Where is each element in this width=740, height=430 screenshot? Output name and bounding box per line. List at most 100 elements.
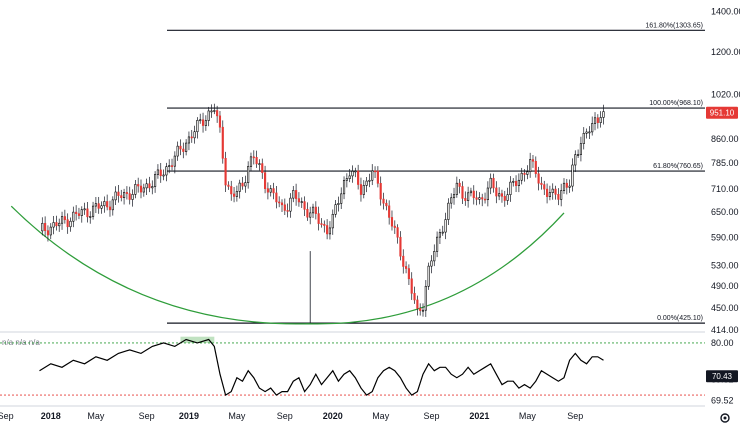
candle-body (371, 170, 374, 181)
candle-body (509, 181, 512, 195)
candle-body (123, 192, 126, 198)
price-axis-tick: 860.00 (711, 134, 739, 144)
candle-body (574, 154, 577, 166)
price-axis-tick: 450.00 (711, 303, 739, 313)
candle-body (170, 165, 174, 167)
price-axis-tick: 1200.00 (711, 47, 740, 57)
candle-body (207, 110, 210, 121)
candle-body (142, 187, 145, 193)
settings-gear-icon[interactable] (720, 413, 730, 423)
candle-body (565, 182, 568, 188)
candle-body (560, 190, 563, 200)
candle-body (402, 255, 405, 267)
candle-body (577, 154, 580, 156)
candle-body (534, 160, 537, 175)
current-price-badge (706, 106, 738, 119)
candle-body (216, 110, 219, 117)
candle-body (179, 145, 182, 150)
candle-body (309, 212, 312, 218)
candle-body (351, 171, 354, 177)
candle-body (306, 208, 309, 218)
candle-body (230, 186, 233, 195)
time-axis-month-label: May (519, 411, 537, 421)
candle-body (176, 145, 179, 157)
candle-body (168, 165, 171, 167)
candle-body (413, 293, 416, 301)
candle-body (529, 159, 532, 173)
time-axis-month-label: Sep (423, 411, 439, 421)
candle-body (266, 188, 269, 193)
candle-body (232, 193, 236, 197)
candle-body (554, 188, 557, 195)
candle-body (407, 268, 410, 280)
candle-body (340, 193, 343, 204)
time-axis-year-label: 2020 (323, 411, 343, 421)
candle-body (596, 117, 599, 123)
candle-body (108, 206, 112, 211)
candle-body (213, 110, 216, 112)
candle-body (210, 110, 213, 113)
candle-body (571, 164, 574, 187)
candle-body (405, 266, 408, 269)
candle-body (557, 194, 560, 200)
candle-body (218, 115, 222, 128)
candle-body (199, 119, 202, 122)
candle-body (275, 192, 278, 203)
candle-body (582, 133, 585, 144)
candle-body (483, 198, 487, 201)
price-axis-tick: 414.00 (711, 325, 739, 335)
candle-body (498, 193, 501, 197)
candle-body (357, 170, 360, 185)
candle-body (562, 182, 566, 191)
fib-level-label: 161.80%(1303.65) (645, 22, 703, 29)
candle-body (523, 172, 526, 175)
candle-body (131, 194, 134, 200)
candle-body (588, 131, 591, 134)
price-axis-tick: 1400.00 (711, 7, 740, 17)
candle-body (320, 223, 323, 225)
oscillator-line (39, 338, 604, 397)
candle-body (52, 222, 55, 228)
candle-body (317, 213, 320, 224)
candle-body (599, 117, 602, 123)
candle-body (86, 208, 89, 218)
candle-body (264, 172, 267, 189)
candle-body (568, 185, 571, 188)
candle-body (289, 197, 292, 212)
candle-body (80, 209, 83, 216)
candle-body (382, 198, 385, 204)
candle-body (481, 197, 484, 200)
candle-body (83, 208, 86, 211)
candle-body (185, 142, 188, 152)
candle-body (145, 183, 148, 189)
candle-body (433, 251, 436, 262)
candle-body (362, 185, 365, 195)
fib-level-label: 0.00%(425.10) (657, 315, 703, 322)
candle-body (447, 202, 450, 220)
candle-body (89, 216, 92, 218)
candle-body (540, 182, 543, 185)
candle-body (342, 179, 346, 195)
price-axis-tick: 710.00 (711, 184, 739, 194)
candle-body (396, 227, 399, 238)
candle-body (44, 222, 47, 231)
price-axis-tick: 490.00 (711, 281, 739, 291)
candle-body (337, 203, 340, 205)
candle-body (41, 222, 44, 232)
candle-body (114, 191, 117, 201)
candle-body (489, 177, 492, 189)
candle-body (430, 260, 433, 267)
candle-body (579, 143, 582, 155)
indicator-header: n/a n/a n/a (2, 338, 40, 347)
candle-body (100, 205, 103, 209)
candle-body (224, 157, 227, 186)
candle-body (60, 216, 64, 224)
candle-body (111, 199, 114, 211)
candle-body (204, 120, 207, 126)
candle-body (125, 192, 128, 194)
time-axis-month-label: May (372, 411, 390, 421)
candle-body (247, 166, 250, 183)
fib-level-label: 61.80%(760.65) (653, 163, 703, 170)
